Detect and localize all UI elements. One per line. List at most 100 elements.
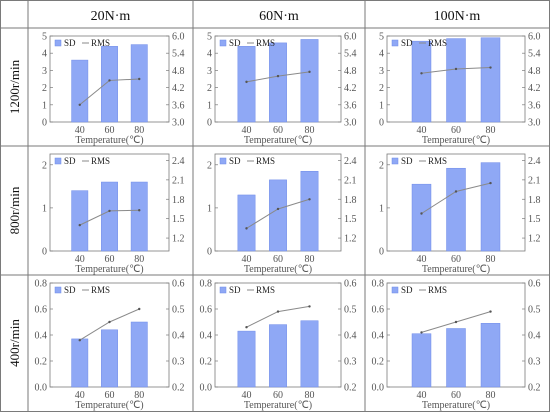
left-tick-label: 0.8 [200,279,213,290]
rms-point [138,209,141,212]
x-tick-label: 60 [451,390,461,401]
right-tick-label: 4.2 [528,83,541,94]
rms-point [138,307,141,311]
x-tick-label: 60 [451,254,461,265]
right-tick-label: 0.4 [172,331,185,342]
right-tick-label: 1.8 [528,195,541,206]
sd-bar [446,328,466,388]
left-tick-label: 1 [379,100,384,111]
rms-point [308,70,311,74]
x-tick-label: 40 [417,390,427,401]
column-header: 60N·m [259,9,299,24]
sd-bar [130,321,148,388]
left-tick-label: 0.4 [35,331,48,342]
left-tick-label: 0 [379,247,384,258]
left-tick-label: 2 [379,160,384,171]
x-tick-label: 40 [75,125,85,136]
right-tick-label: 5.4 [528,49,541,60]
sd-bar [300,170,319,252]
x-tick-label: 60 [105,254,115,265]
left-tick-label: 0.0 [372,383,385,394]
right-tick-label: 0.2 [172,383,185,394]
left-tick-label: 0.6 [200,305,213,316]
row-header: 1200r/min [7,59,22,114]
legend-rms-label: RMS [256,38,275,48]
sd-bar [411,40,432,123]
left-tick-label: 2 [207,83,212,94]
x-tick-label: 80 [305,390,315,401]
x-axis-label: Temperature(℃) [422,400,490,411]
right-tick-label: 3.6 [344,100,357,111]
legend-sd-swatch [391,39,399,47]
legend-sd-swatch [54,39,62,47]
x-tick-label: 80 [134,390,144,401]
right-tick-label: 4.8 [172,66,185,77]
legend-sd-swatch [391,157,399,165]
legend-sd-swatch [219,286,227,294]
left-tick-label: 0.8 [372,279,385,290]
legend-rms-label: RMS [91,38,110,48]
right-tick-label: 3.0 [344,118,357,129]
right-tick-label: 0.4 [344,331,357,342]
left-tick-label: 4 [207,49,212,60]
sd-bar [480,37,501,123]
sd-bar [101,329,118,388]
legend-sd-label: SD [229,285,241,295]
right-tick-label: 1.5 [528,214,541,225]
right-tick-label: 1.5 [344,214,357,225]
right-tick-label: 1.8 [172,195,185,206]
left-tick-label: 0.2 [200,357,213,368]
rms-point [245,326,248,329]
rms-point [245,227,248,230]
right-tick-label: 0.6 [344,279,357,290]
x-tick-label: 80 [305,125,315,136]
right-tick-label: 6.0 [344,32,357,43]
x-tick-label: 40 [75,390,85,401]
column-header: 20N·m [91,9,131,24]
rms-point [78,103,81,107]
rms-point [489,310,492,313]
sd-bar [71,338,89,388]
right-tick-label: 4.8 [528,66,541,77]
right-tick-label: 0.3 [344,357,357,368]
legend-rms-label: RMS [428,285,447,295]
left-tick-label: 0.2 [372,357,385,368]
left-tick-label: 1 [42,203,47,214]
left-tick-label: 0.8 [35,279,48,290]
left-tick-label: 2 [42,160,47,171]
left-tick-label: 0.4 [372,331,385,342]
sd-bar [269,42,287,123]
rms-point [454,320,458,324]
x-tick-label: 40 [417,254,427,265]
legend-sd-label: SD [229,38,241,48]
x-axis-label: Temperature(℃) [75,135,143,146]
x-axis-label: Temperature(℃) [75,264,143,275]
sd-bar [411,183,432,252]
right-tick-label: 6.0 [172,32,185,43]
right-tick-label: 0.2 [528,383,541,394]
rms-point [308,305,311,308]
x-axis-label: Temperature(℃) [244,400,312,411]
rms-point [245,80,248,84]
x-tick-label: 60 [273,254,283,265]
right-tick-label: 2.1 [344,175,357,186]
left-tick-label: 4 [42,49,47,60]
left-tick-label: 5 [42,32,47,43]
right-tick-label: 3.0 [528,118,541,129]
right-tick-label: 0.6 [172,279,185,290]
right-tick-label: 1.2 [528,234,541,245]
left-tick-label: 0.0 [35,383,48,394]
left-tick-label: 0 [42,118,47,129]
left-tick-label: 2 [42,83,47,94]
left-tick-label: 0.4 [200,331,213,342]
legend-sd-swatch [54,286,62,294]
left-tick-label: 3 [379,66,384,77]
sd-bar [446,38,466,123]
x-tick-label: 60 [105,125,115,136]
x-tick-label: 40 [242,125,252,136]
sd-bar [480,323,501,388]
